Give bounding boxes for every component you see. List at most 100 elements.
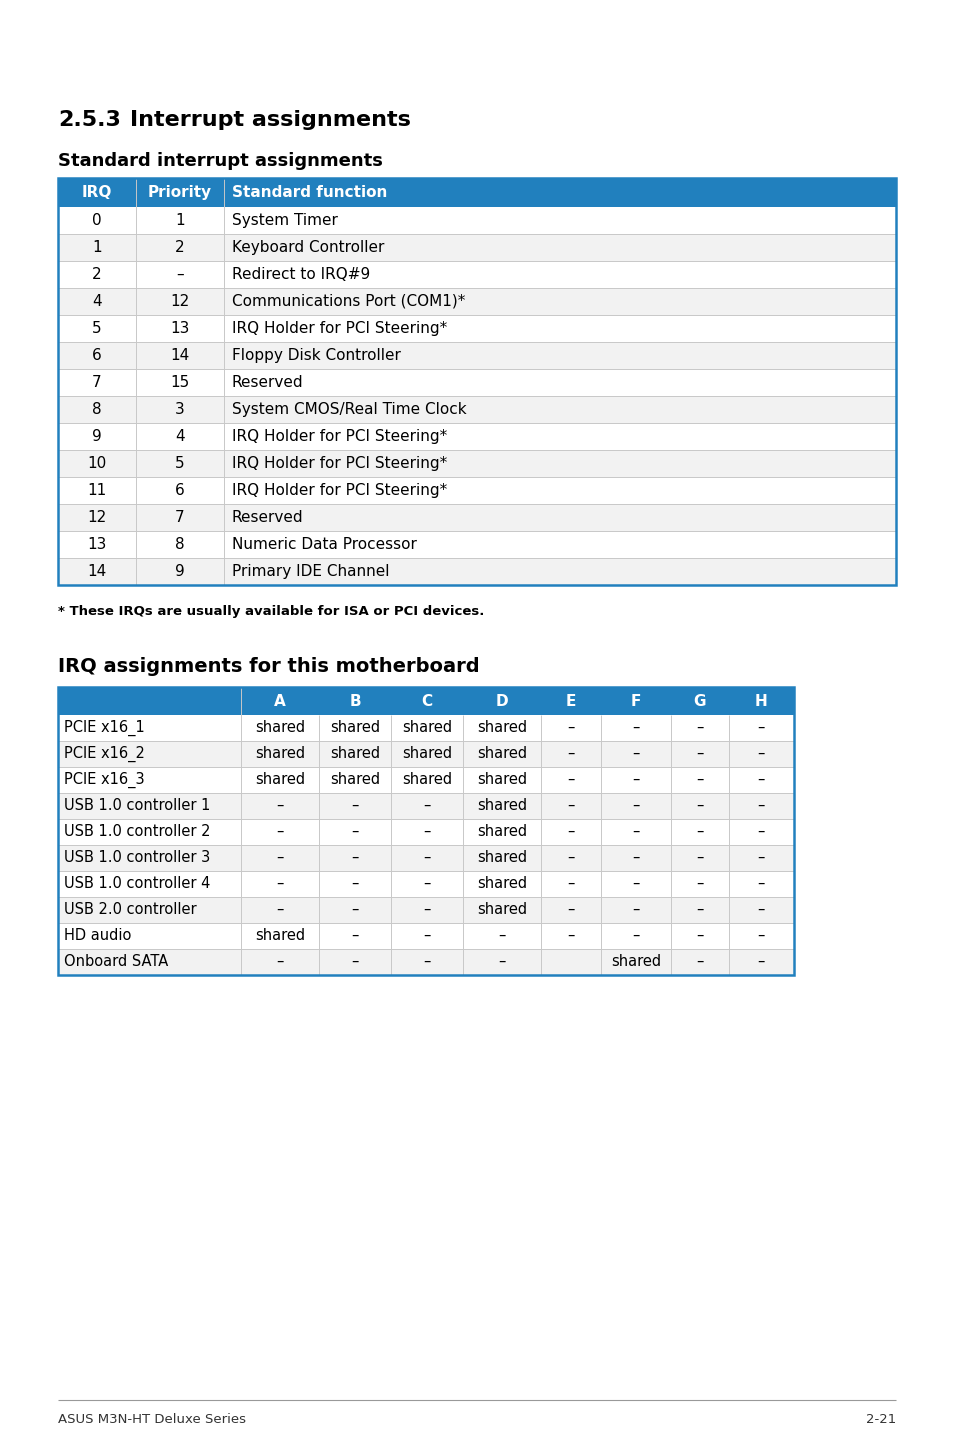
Text: 8: 8 xyxy=(175,536,185,552)
Text: 14: 14 xyxy=(171,348,190,362)
Text: IRQ: IRQ xyxy=(82,186,112,200)
Text: shared: shared xyxy=(401,720,452,735)
Text: Priority: Priority xyxy=(148,186,212,200)
Text: B: B xyxy=(349,695,360,709)
Text: –: – xyxy=(351,850,358,866)
Bar xyxy=(58,178,895,585)
Text: Primary IDE Channel: Primary IDE Channel xyxy=(232,564,389,580)
Text: Onboard SATA: Onboard SATA xyxy=(64,953,168,969)
Bar xyxy=(58,178,895,207)
Bar xyxy=(58,897,793,923)
Text: * These IRQs are usually available for ISA or PCI devices.: * These IRQs are usually available for I… xyxy=(58,605,484,618)
Bar xyxy=(58,923,793,949)
Bar xyxy=(58,342,895,370)
Text: 3: 3 xyxy=(175,403,185,417)
Text: 4: 4 xyxy=(92,293,102,309)
Bar xyxy=(58,558,895,585)
Text: Standard function: Standard function xyxy=(232,186,387,200)
Text: –: – xyxy=(696,902,703,917)
Bar xyxy=(58,741,793,766)
Text: shared: shared xyxy=(401,772,452,787)
Text: 4: 4 xyxy=(175,429,185,444)
Text: –: – xyxy=(423,850,430,866)
Text: 13: 13 xyxy=(88,536,107,552)
Text: 5: 5 xyxy=(92,321,102,336)
Bar xyxy=(58,288,895,315)
Text: shared: shared xyxy=(476,876,526,892)
Text: E: E xyxy=(565,695,576,709)
Text: 13: 13 xyxy=(171,321,190,336)
Text: Standard interrupt assignments: Standard interrupt assignments xyxy=(58,152,382,170)
Text: –: – xyxy=(423,902,430,917)
Text: Numeric Data Processor: Numeric Data Processor xyxy=(232,536,416,552)
Text: shared: shared xyxy=(476,824,526,838)
Bar xyxy=(58,234,895,262)
Text: 12: 12 xyxy=(171,293,190,309)
Text: 7: 7 xyxy=(92,375,102,390)
Text: 2.5.3: 2.5.3 xyxy=(58,109,121,129)
Bar xyxy=(58,370,895,395)
Text: –: – xyxy=(351,953,358,969)
Text: –: – xyxy=(497,928,505,943)
Text: USB 2.0 controller: USB 2.0 controller xyxy=(64,902,196,917)
Text: 14: 14 xyxy=(88,564,107,580)
Text: Communications Port (COM1)*: Communications Port (COM1)* xyxy=(232,293,465,309)
Text: 10: 10 xyxy=(88,456,107,472)
Text: 9: 9 xyxy=(92,429,102,444)
Text: shared: shared xyxy=(254,928,305,943)
Text: –: – xyxy=(351,902,358,917)
Text: PCIE x16_2: PCIE x16_2 xyxy=(64,746,145,762)
Text: Reserved: Reserved xyxy=(232,375,303,390)
Text: –: – xyxy=(351,876,358,892)
Bar xyxy=(58,477,895,503)
Bar xyxy=(58,687,793,715)
Bar xyxy=(58,846,793,871)
Bar xyxy=(58,207,895,234)
Text: –: – xyxy=(696,824,703,838)
Text: 8: 8 xyxy=(92,403,102,417)
Text: –: – xyxy=(632,720,639,735)
Text: –: – xyxy=(567,902,574,917)
Bar xyxy=(58,871,793,897)
Text: PCIE x16_3: PCIE x16_3 xyxy=(64,772,145,788)
Text: –: – xyxy=(567,772,574,787)
Text: 7: 7 xyxy=(175,510,185,525)
Text: System CMOS/Real Time Clock: System CMOS/Real Time Clock xyxy=(232,403,466,417)
Text: –: – xyxy=(757,928,764,943)
Bar xyxy=(58,531,895,558)
Text: –: – xyxy=(567,746,574,761)
Text: –: – xyxy=(423,953,430,969)
Text: 6: 6 xyxy=(92,348,102,362)
Text: PCIE x16_1: PCIE x16_1 xyxy=(64,720,145,736)
Text: IRQ Holder for PCI Steering*: IRQ Holder for PCI Steering* xyxy=(232,321,447,336)
Text: –: – xyxy=(757,876,764,892)
Text: shared: shared xyxy=(476,902,526,917)
Text: –: – xyxy=(423,928,430,943)
Text: shared: shared xyxy=(476,772,526,787)
Text: –: – xyxy=(351,798,358,812)
Text: –: – xyxy=(696,928,703,943)
Text: –: – xyxy=(696,876,703,892)
Text: IRQ assignments for this motherboard: IRQ assignments for this motherboard xyxy=(58,657,479,676)
Text: A: A xyxy=(274,695,286,709)
Text: IRQ Holder for PCI Steering*: IRQ Holder for PCI Steering* xyxy=(232,483,447,498)
Text: H: H xyxy=(754,695,766,709)
Text: USB 1.0 controller 3: USB 1.0 controller 3 xyxy=(64,850,210,866)
Text: –: – xyxy=(696,953,703,969)
Text: 2: 2 xyxy=(175,240,185,255)
Text: –: – xyxy=(276,798,283,812)
Text: –: – xyxy=(696,772,703,787)
Text: –: – xyxy=(567,850,574,866)
Text: shared: shared xyxy=(476,850,526,866)
Text: –: – xyxy=(632,876,639,892)
Text: –: – xyxy=(423,824,430,838)
Text: –: – xyxy=(696,746,703,761)
Text: –: – xyxy=(567,824,574,838)
Text: Keyboard Controller: Keyboard Controller xyxy=(232,240,384,255)
Text: –: – xyxy=(757,798,764,812)
Text: USB 1.0 controller 4: USB 1.0 controller 4 xyxy=(64,876,211,892)
Text: shared: shared xyxy=(254,746,305,761)
Text: –: – xyxy=(351,824,358,838)
Text: –: – xyxy=(632,928,639,943)
Text: shared: shared xyxy=(476,720,526,735)
